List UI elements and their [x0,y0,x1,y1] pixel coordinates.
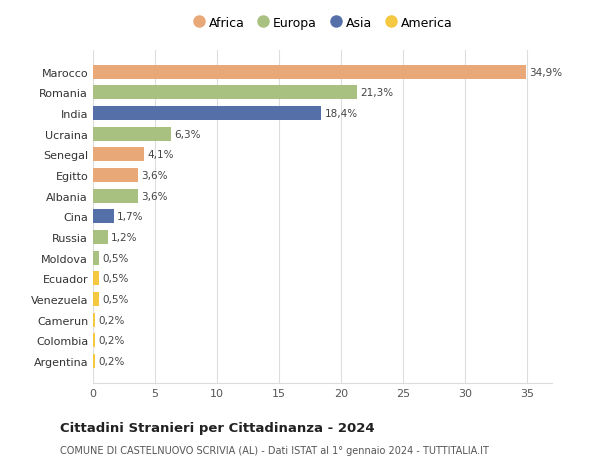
Bar [93,334,95,347]
Text: 1,2%: 1,2% [111,233,137,242]
Bar [93,230,108,245]
Bar [93,86,357,100]
Text: 0,5%: 0,5% [103,253,128,263]
Bar [93,251,99,265]
Bar [93,189,137,203]
Bar [93,292,99,306]
Text: 0,5%: 0,5% [103,274,128,284]
Text: 3,6%: 3,6% [141,171,167,181]
Text: 0,2%: 0,2% [98,336,125,346]
Bar [93,148,144,162]
Text: 6,3%: 6,3% [174,129,201,140]
Text: Cittadini Stranieri per Cittadinanza - 2024: Cittadini Stranieri per Cittadinanza - 2… [60,421,374,434]
Text: 0,2%: 0,2% [98,315,125,325]
Text: 34,9%: 34,9% [529,67,562,78]
Text: 3,6%: 3,6% [141,191,167,201]
Bar [93,168,137,183]
Bar [93,66,526,79]
Bar [93,313,95,327]
Text: 4,1%: 4,1% [147,150,173,160]
Text: 0,5%: 0,5% [103,294,128,304]
Text: 0,2%: 0,2% [98,356,125,366]
Bar [93,128,171,141]
Bar [93,210,114,224]
Bar [93,354,95,368]
Text: 1,7%: 1,7% [117,212,143,222]
Text: COMUNE DI CASTELNUOVO SCRIVIA (AL) - Dati ISTAT al 1° gennaio 2024 - TUTTITALIA.: COMUNE DI CASTELNUOVO SCRIVIA (AL) - Dat… [60,445,489,455]
Legend: Africa, Europa, Asia, America: Africa, Europa, Asia, America [193,17,452,30]
Bar [93,272,99,285]
Text: 18,4%: 18,4% [325,109,358,119]
Text: 21,3%: 21,3% [361,88,394,98]
Bar [93,107,321,121]
